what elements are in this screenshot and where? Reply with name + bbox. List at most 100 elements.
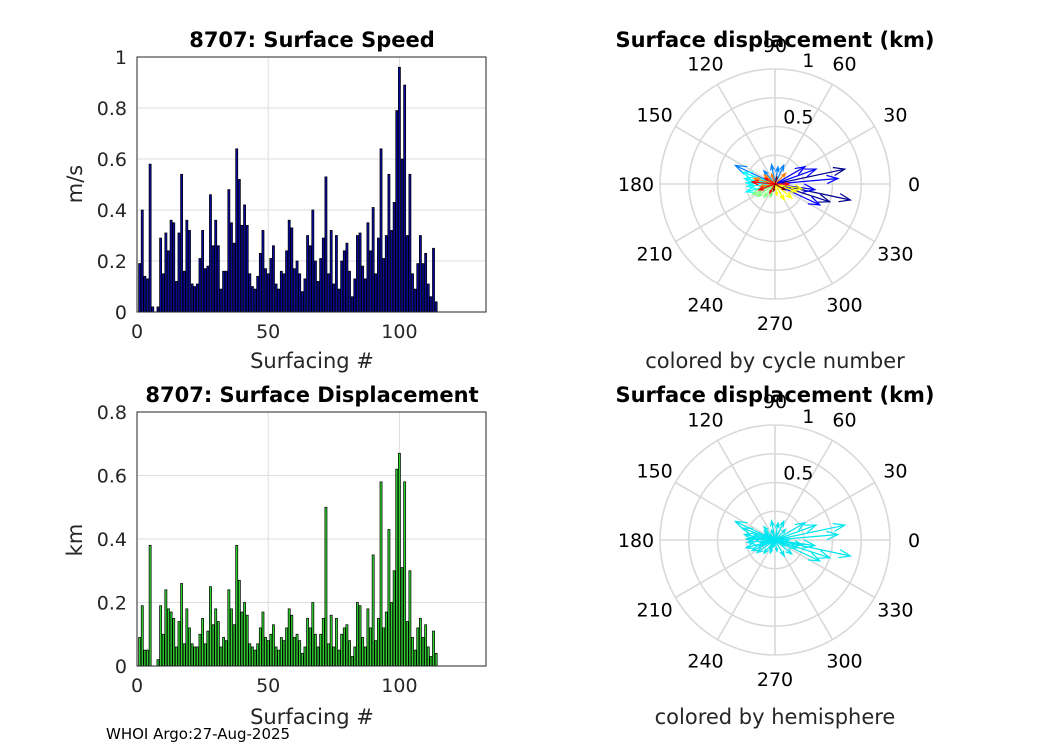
polar-cycle-vector bbox=[756, 183, 776, 198]
speed-bar-chart: 8707: Surface Speed Surfacing # m/s 0 50 1… bbox=[63, 28, 487, 373]
polar-hemisphere-vector-head bbox=[781, 528, 787, 534]
displacement-bar bbox=[361, 637, 365, 667]
displacement-bar bbox=[190, 643, 194, 667]
displacement-bar bbox=[382, 627, 386, 667]
displacement-y-tick-label: 0 bbox=[115, 656, 127, 678]
polar-hemisphere-vector-head bbox=[733, 520, 748, 531]
polar-hemisphere-r-tick-label: 0.5 bbox=[783, 462, 813, 484]
polar-cycle-vector bbox=[774, 168, 817, 185]
polar-hemisphere-vector-head bbox=[784, 538, 791, 542]
speed-bar bbox=[329, 230, 333, 313]
speed-y-tick-label: 0.2 bbox=[97, 251, 127, 273]
polar-cycle-vector-head bbox=[838, 193, 853, 203]
displacement-bar bbox=[350, 656, 354, 667]
polar-hemisphere-vector bbox=[774, 539, 785, 557]
polar-hemisphere-vector-head bbox=[832, 522, 847, 533]
speed-bar bbox=[298, 273, 302, 313]
polar-cycle-vector-head bbox=[785, 192, 794, 200]
polar-cycle-angle-label: 270 bbox=[757, 313, 793, 335]
displacement-bar bbox=[167, 608, 170, 667]
speed-bar bbox=[251, 286, 254, 313]
displacement-bar bbox=[421, 637, 425, 667]
displacement-bar bbox=[321, 618, 325, 667]
speed-bar bbox=[279, 270, 283, 313]
polar-cycle-spoke bbox=[716, 183, 776, 284]
speed-bar bbox=[190, 283, 194, 313]
speed-bar bbox=[277, 288, 281, 313]
polar-hemisphere-spoke bbox=[774, 440, 834, 541]
polar-hemisphere-vector-head bbox=[817, 549, 832, 559]
speed-bar bbox=[374, 273, 378, 313]
displacement-bar bbox=[174, 646, 178, 667]
polar-cycle-vector-head bbox=[774, 165, 780, 173]
polar-cycle-angle-label: 330 bbox=[877, 244, 913, 266]
polar-cycle-angle-label: 210 bbox=[636, 244, 672, 266]
speed-bar bbox=[411, 273, 414, 313]
polar-cycle-vector-head bbox=[793, 184, 804, 191]
speed-bar bbox=[216, 245, 220, 313]
polar-hemisphere-angle-label: 240 bbox=[687, 650, 723, 672]
speed-y-tick-label: 1 bbox=[115, 47, 127, 69]
speed-bar bbox=[261, 230, 265, 313]
speed-bar bbox=[314, 260, 317, 313]
displacement-bar bbox=[266, 640, 270, 667]
displacement-bar bbox=[298, 640, 302, 667]
polar-hemisphere-spoke bbox=[716, 440, 776, 541]
polar-hemisphere-vector-head bbox=[762, 525, 769, 532]
polar-hemisphere-caption: colored by hemisphere bbox=[655, 705, 896, 729]
displacement-bar bbox=[222, 637, 225, 667]
polar-hemisphere-vector bbox=[774, 539, 786, 547]
displacement-x-tick-label: 50 bbox=[256, 675, 280, 697]
polar-hemisphere-vector-head bbox=[794, 521, 807, 532]
speed-bar bbox=[151, 306, 155, 313]
displacement-bar bbox=[206, 630, 210, 667]
polar-hemisphere-vector-head bbox=[804, 524, 818, 534]
polar-hemisphere-vector-head bbox=[762, 548, 769, 555]
displacement-bar bbox=[392, 570, 396, 667]
speed-bar bbox=[253, 288, 257, 313]
speed-bar bbox=[295, 260, 299, 313]
speed-bar bbox=[230, 222, 233, 313]
displacement-bar bbox=[195, 646, 199, 667]
displacement-bar bbox=[203, 643, 207, 667]
displacement-bar bbox=[405, 621, 409, 667]
polar-cycle-vector-head bbox=[781, 172, 787, 178]
polar-hemisphere-vector bbox=[774, 522, 806, 541]
speed-bar bbox=[426, 283, 430, 313]
speed-bar bbox=[240, 224, 244, 313]
displacement-bar bbox=[340, 633, 344, 667]
speed-x-tick-label: 50 bbox=[256, 321, 280, 343]
polar-cycle-vector-head bbox=[772, 188, 776, 193]
polar-cycle-vector bbox=[774, 183, 778, 196]
speed-bar bbox=[232, 242, 236, 313]
polar-cycle-spoke bbox=[774, 183, 875, 243]
displacement-y-tick-label: 0.6 bbox=[97, 466, 127, 488]
speed-bar bbox=[308, 245, 312, 313]
polar-cycle-vector bbox=[774, 173, 786, 185]
speed-bar bbox=[203, 268, 207, 313]
displacement-bar bbox=[156, 659, 160, 667]
speed-x-tick-label: 100 bbox=[381, 321, 417, 343]
displacement-bar bbox=[395, 468, 399, 667]
displacement-bar bbox=[353, 646, 357, 667]
polar-hemisphere-vector bbox=[774, 524, 817, 541]
speed-bar bbox=[143, 275, 147, 313]
speed-bar bbox=[306, 235, 309, 313]
polar-cycle-angle-label: 90 bbox=[763, 35, 787, 57]
polar-hemisphere-vector bbox=[774, 539, 803, 546]
polar-cycle-title: Surface displacement (km) bbox=[615, 28, 934, 52]
polar-hemisphere-vector-head bbox=[774, 521, 780, 529]
displacement-bar bbox=[169, 611, 173, 667]
displacement-bar bbox=[185, 608, 189, 667]
speed-bar bbox=[140, 209, 144, 313]
displacement-bar bbox=[274, 646, 278, 667]
speed-bar bbox=[227, 189, 231, 313]
displacement-bar bbox=[159, 605, 163, 667]
displacement-bar bbox=[300, 652, 304, 667]
polar-cycle-vector-head bbox=[781, 186, 787, 191]
polar-hemisphere-vector bbox=[774, 539, 793, 555]
polar-cycle-caption: colored by cycle number bbox=[645, 349, 905, 373]
polar-cycle-vector bbox=[758, 183, 776, 191]
speed-bar bbox=[146, 278, 149, 313]
displacement-bar bbox=[369, 627, 372, 667]
